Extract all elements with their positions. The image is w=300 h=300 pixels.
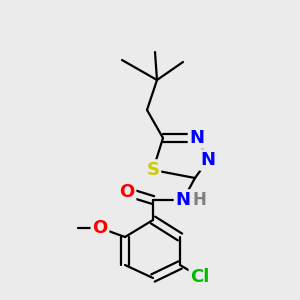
Text: O: O bbox=[92, 219, 108, 237]
Text: S: S bbox=[146, 161, 160, 179]
Text: N: N bbox=[200, 151, 215, 169]
Text: N: N bbox=[176, 191, 190, 209]
Text: N: N bbox=[190, 129, 205, 147]
Text: H: H bbox=[192, 191, 206, 209]
Text: O: O bbox=[119, 183, 135, 201]
Text: Cl: Cl bbox=[190, 268, 210, 286]
